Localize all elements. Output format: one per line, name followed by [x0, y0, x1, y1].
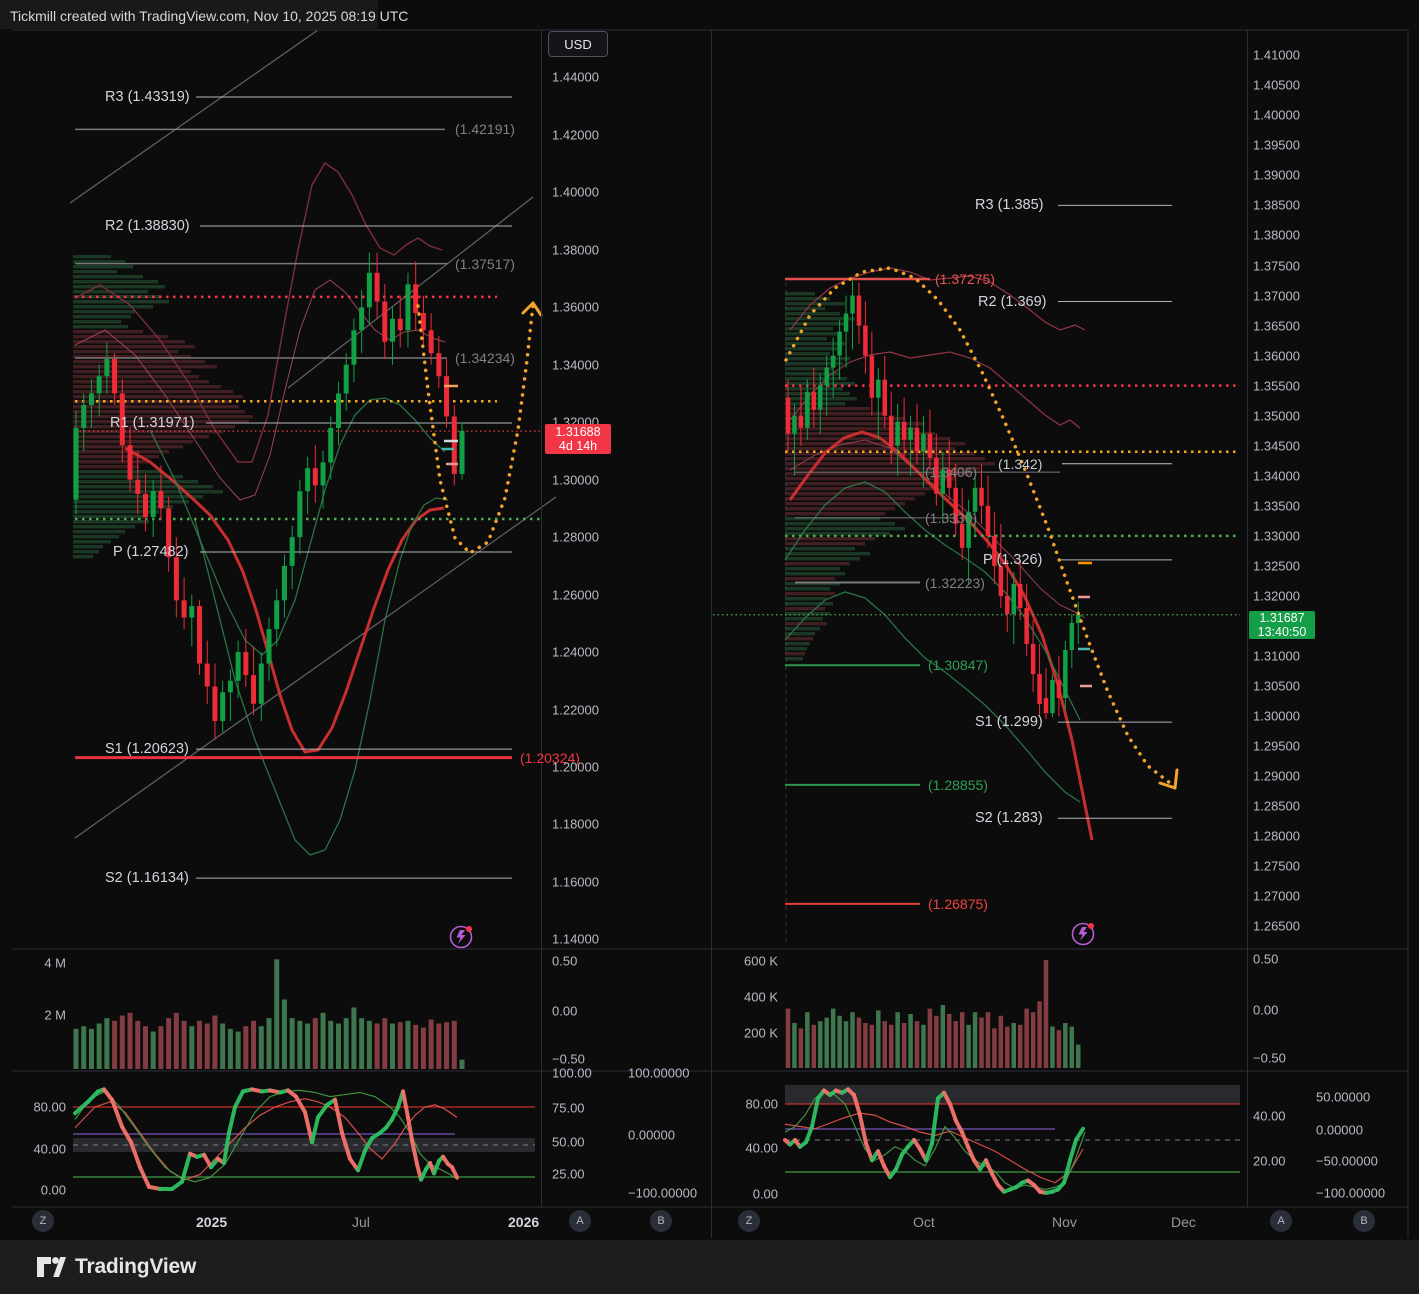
- ma-thick-red: [124, 446, 445, 754]
- trendline-mid: [287, 196, 534, 389]
- chart-attribution: Tickmill created with TradingView.com, N…: [10, 8, 409, 24]
- last-price-label-left: 1.31688 4d 14h: [545, 424, 611, 454]
- right-levels: [785, 277, 1172, 905]
- env-green-upper: [784, 481, 1081, 721]
- time-axis-button-Z[interactable]: Z: [738, 1210, 760, 1232]
- currency-toggle-button[interactable]: USD: [548, 31, 608, 57]
- lightning-icon: [449, 925, 473, 949]
- bottom-logo-bar: TradingView: [0, 1240, 1419, 1294]
- right-projection-arrow: [784, 266, 1179, 790]
- left-oscillator: [73, 1087, 535, 1191]
- left-price-markers: [442, 384, 458, 466]
- pink-band-top: [789, 267, 1086, 331]
- right-candles: [785, 280, 1081, 720]
- right-dotted-levels: [713, 384, 1240, 616]
- pink-band-mid: [789, 351, 1081, 429]
- bar-countdown: 13:40:50: [1257, 625, 1307, 639]
- trendline-upper: [69, 29, 319, 204]
- left-candles: [73, 252, 465, 739]
- trendline-lower: [74, 496, 557, 839]
- bollinger-upper: [74, 161, 443, 463]
- left-overlay-curves: [69, 29, 557, 856]
- last-price-label-right: 1.31687 13:40:50: [1249, 611, 1315, 639]
- right-price-markers: [1078, 561, 1092, 688]
- header-strip: [0, 0, 378, 29]
- lightning-icon: [1071, 922, 1095, 946]
- time-axis-button-A[interactable]: A: [1270, 1210, 1292, 1232]
- right-pivot-lines: [1058, 204, 1172, 819]
- left-projection-arrow: [416, 301, 543, 556]
- left-levels: [75, 128, 512, 760]
- bollinger-mid: [74, 279, 446, 501]
- time-axis-button-B[interactable]: B: [650, 1210, 672, 1232]
- tradingview-logo[interactable]: TradingView: [36, 1254, 196, 1280]
- env-green-2: [194, 497, 449, 856]
- env-green-1: [149, 397, 446, 656]
- pink-band-low: [789, 439, 1086, 619]
- bar-countdown: 4d 14h: [558, 439, 598, 453]
- tradingview-logo-icon: [37, 1257, 66, 1277]
- right-oscillator: [783, 1085, 1240, 1195]
- last-price-value: 1.31687: [1259, 611, 1305, 625]
- time-axis-button-Z[interactable]: Z: [32, 1210, 54, 1232]
- left-pivot-lines: [196, 96, 512, 879]
- right-volume-bars: [785, 960, 1081, 1068]
- time-axis-button-A[interactable]: A: [569, 1210, 591, 1232]
- env-green-lower: [784, 591, 1081, 803]
- panel-separators: [12, 29, 1409, 1238]
- right-volume-profile: [785, 292, 995, 661]
- left-volume-profile: [73, 255, 253, 559]
- tradingview-logo-text: TradingView: [75, 1255, 197, 1278]
- right-overlay-curves: [784, 267, 1094, 946]
- last-price-value: 1.31688: [555, 425, 601, 439]
- time-axis-button-B[interactable]: B: [1353, 1210, 1375, 1232]
- left-volume-bars: [73, 959, 465, 1069]
